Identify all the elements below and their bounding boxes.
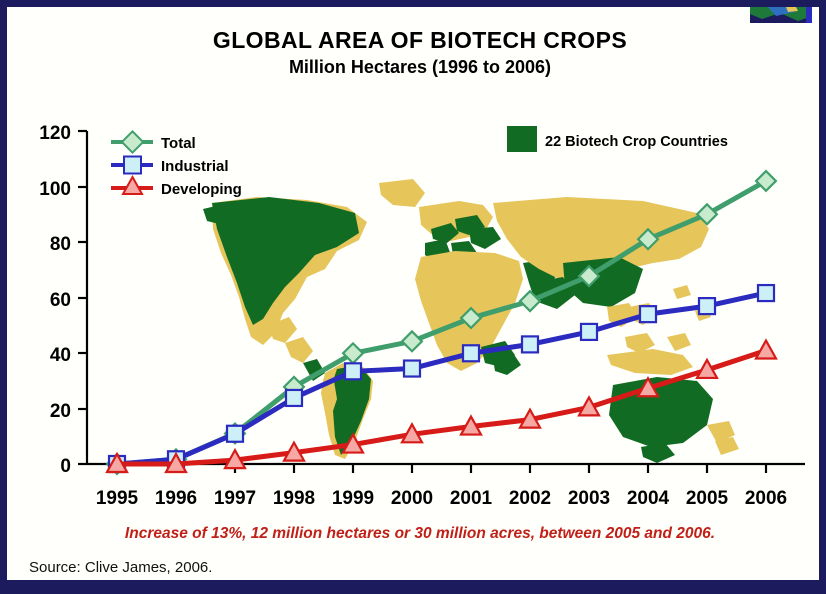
y-tick-label: 0 bbox=[60, 456, 71, 477]
chart-title-block: GLOBAL AREA OF BIOTECH CROPS Million Hec… bbox=[7, 27, 826, 78]
square-marker-icon[interactable] bbox=[284, 388, 304, 408]
triangle-marker-icon[interactable] bbox=[164, 451, 188, 474]
x-tick-label: 2006 bbox=[745, 488, 787, 509]
x-tick-label: 1996 bbox=[155, 488, 197, 509]
x-tick-label: 2005 bbox=[686, 488, 729, 509]
x-tick-label: 1997 bbox=[214, 488, 256, 509]
chart-area: 120 100 80 60 40 20 0 1995 1996 1997 199… bbox=[7, 7, 826, 594]
diamond-marker-icon[interactable] bbox=[577, 264, 601, 288]
source-text: Source: Clive James, 2006. bbox=[29, 559, 213, 576]
series-developing bbox=[105, 338, 778, 474]
increase-note: Increase of 13%, 12 million hectares or … bbox=[124, 525, 716, 542]
square-marker-icon[interactable] bbox=[225, 424, 245, 443]
square-marker-icon bbox=[123, 155, 142, 175]
diamond-marker-icon[interactable] bbox=[400, 329, 424, 353]
y-tick-label: 40 bbox=[50, 345, 71, 366]
y-tick-label: 60 bbox=[50, 290, 71, 311]
square-marker-icon[interactable] bbox=[520, 335, 540, 354]
legend-label-developing: Developing bbox=[161, 181, 242, 198]
biotech-countries-swatch bbox=[507, 126, 537, 152]
x-axis-labels: 1995 1996 1997 1998 1999 2000 2001 2002 … bbox=[96, 488, 787, 509]
square-marker-icon[interactable] bbox=[638, 305, 658, 324]
legend-item-industrial[interactable]: Industrial bbox=[111, 155, 229, 176]
corner-decoration bbox=[750, 7, 812, 23]
map-legend: 22 Biotech Crop Countries bbox=[507, 126, 728, 152]
square-marker-icon[interactable] bbox=[756, 283, 776, 303]
triangle-marker-icon[interactable] bbox=[636, 375, 660, 398]
x-tick-label: 2004 bbox=[627, 488, 670, 509]
y-tick-label: 100 bbox=[39, 179, 71, 200]
page-subtitle: Million Hectares (1996 to 2006) bbox=[288, 57, 552, 77]
diamond-marker-icon[interactable] bbox=[341, 341, 365, 365]
y-tick-label: 80 bbox=[50, 234, 71, 255]
x-tick-label: 2002 bbox=[509, 488, 551, 509]
diamond-marker-icon[interactable] bbox=[459, 306, 483, 330]
diamond-marker-icon[interactable] bbox=[518, 289, 542, 313]
triangle-marker-icon[interactable] bbox=[754, 338, 778, 360]
y-tick-label: 120 bbox=[39, 123, 71, 144]
diamond-marker-icon[interactable] bbox=[636, 227, 660, 251]
series-line bbox=[117, 348, 767, 467]
triangle-marker-icon[interactable] bbox=[341, 432, 365, 454]
legend-label-total: Total bbox=[161, 135, 196, 152]
triangle-marker-icon[interactable] bbox=[282, 440, 306, 462]
triangle-marker-icon[interactable] bbox=[518, 407, 542, 429]
series-line bbox=[116, 290, 767, 467]
map-legend-label: 22 Biotech Crop Countries bbox=[545, 134, 728, 150]
x-tick-label: 2001 bbox=[450, 488, 493, 509]
square-marker-icon[interactable] bbox=[402, 359, 422, 378]
y-axis-labels: 120 100 80 60 40 20 0 bbox=[39, 123, 71, 477]
triangle-marker-icon[interactable] bbox=[577, 395, 601, 417]
x-tick-label: 1999 bbox=[332, 488, 374, 509]
line-chart-svg: 120 100 80 60 40 20 0 1995 1996 1997 199… bbox=[39, 123, 805, 509]
legend-item-total[interactable]: Total bbox=[111, 129, 196, 155]
triangle-marker-icon[interactable] bbox=[459, 414, 483, 436]
x-tick-label: 2003 bbox=[568, 488, 610, 509]
series-legend: Total Industrial Developing bbox=[111, 129, 242, 198]
x-tick-label: 1998 bbox=[273, 488, 315, 509]
triangle-marker-icon[interactable] bbox=[695, 357, 719, 380]
x-tick-label: 1995 bbox=[96, 488, 139, 509]
diamond-marker-icon[interactable] bbox=[754, 169, 778, 193]
diamond-marker-icon[interactable] bbox=[695, 202, 719, 226]
diamond-marker-icon bbox=[120, 129, 145, 155]
square-marker-icon[interactable] bbox=[461, 344, 481, 363]
triangle-marker-icon[interactable] bbox=[105, 451, 129, 474]
triangle-marker-icon bbox=[121, 174, 144, 195]
square-marker-icon[interactable] bbox=[343, 362, 363, 381]
triangle-marker-icon[interactable] bbox=[223, 447, 247, 470]
series-industrial bbox=[107, 283, 776, 474]
triangle-marker-icon[interactable] bbox=[400, 422, 424, 444]
legend-label-industrial: Industrial bbox=[161, 158, 229, 175]
square-marker-icon[interactable] bbox=[579, 322, 599, 342]
x-tick-label: 2000 bbox=[391, 488, 433, 509]
world-map-background bbox=[203, 179, 739, 463]
data-series-layer bbox=[105, 169, 778, 476]
y-tick-label: 20 bbox=[50, 401, 71, 422]
page-title: GLOBAL AREA OF BIOTECH CROPS bbox=[212, 27, 628, 53]
legend-item-developing[interactable]: Developing bbox=[111, 174, 242, 198]
square-marker-icon[interactable] bbox=[697, 297, 717, 316]
